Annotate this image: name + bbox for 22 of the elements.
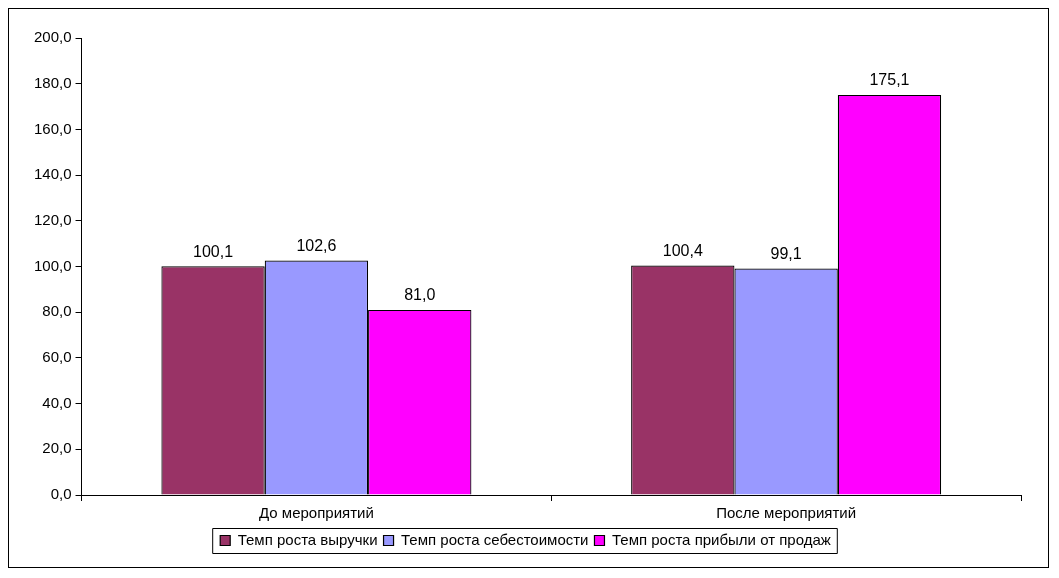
y-tick-label: 140,0 — [33, 165, 72, 183]
data-label: 100,4 — [662, 241, 703, 259]
y-tick-label: 180,0 — [33, 73, 72, 91]
y-tick-label: 60,0 — [42, 348, 72, 366]
y-tick-label: 200,0 — [33, 28, 72, 46]
data-label: 99,1 — [770, 244, 802, 262]
y-tick-label: 0,0 — [50, 485, 72, 503]
y-tick-label: 20,0 — [42, 439, 72, 457]
data-label: 102,6 — [296, 236, 337, 254]
y-tick-label: 120,0 — [33, 210, 72, 228]
data-label: 100,1 — [193, 242, 234, 260]
legend-label: Темп роста прибыли от продаж — [611, 530, 831, 548]
y-tick-label: 40,0 — [42, 393, 72, 411]
legend-label: Темп роста себестоимости — [401, 530, 589, 548]
y-tick-label: 80,0 — [42, 302, 72, 320]
y-tick-label: 160,0 — [33, 119, 72, 137]
x-tick-label: После мероприятий — [716, 504, 857, 522]
data-label: 175,1 — [869, 71, 910, 89]
legend-label: Темп роста выручки — [237, 530, 378, 548]
y-tick-label: 100,0 — [33, 256, 72, 274]
data-label: 81,0 — [404, 286, 436, 304]
x-tick-label: До мероприятий — [259, 504, 374, 522]
